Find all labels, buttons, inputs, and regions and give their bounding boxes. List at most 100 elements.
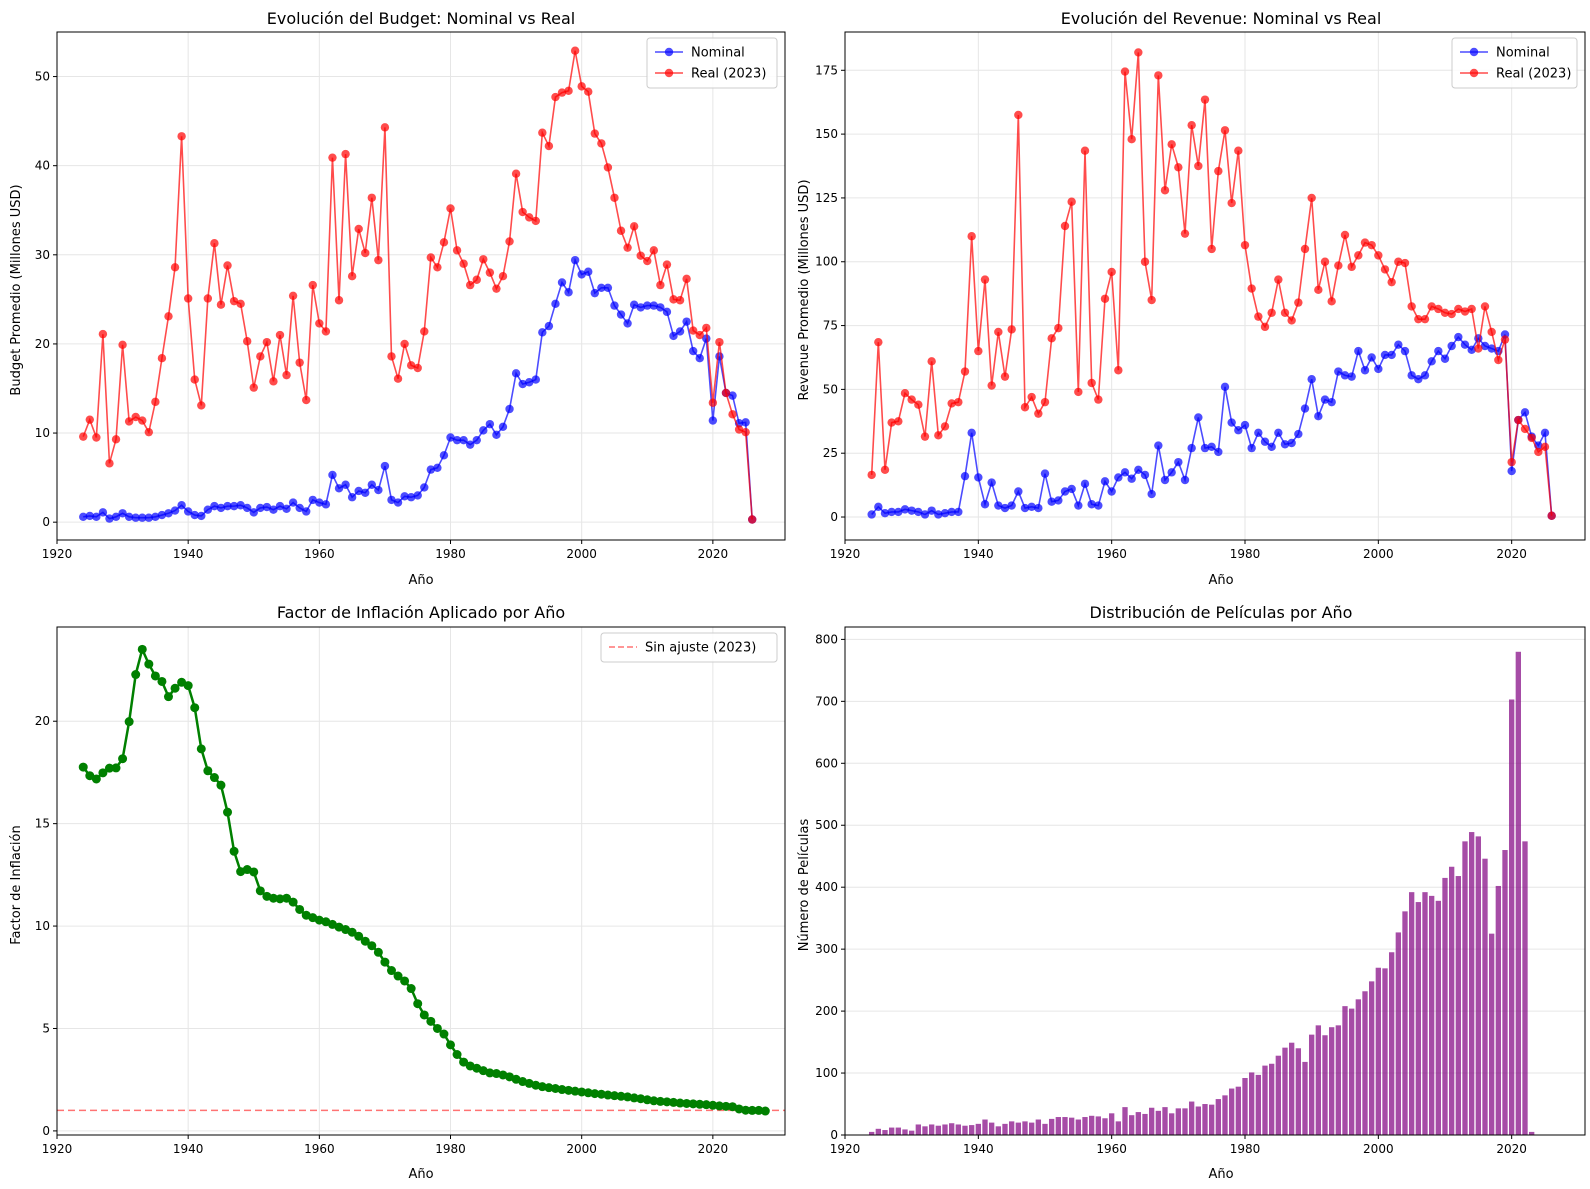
data-point [1267,308,1276,318]
data-point [360,936,370,946]
bar [1229,1088,1235,1135]
data-point [157,676,167,686]
data-point [748,515,757,524]
data-point [433,263,442,272]
data-point [675,1098,685,1108]
data-point [570,1086,580,1096]
data-point [1227,198,1236,208]
legend-box [1451,37,1578,89]
bar [1275,1055,1281,1135]
data-point [170,683,180,693]
data-point [880,465,890,474]
bar [1475,836,1481,1135]
data-point [1407,302,1416,311]
data-point [1234,146,1243,155]
data-point [610,301,619,310]
bar [909,1130,915,1135]
data-point [1120,67,1130,76]
data-point [288,498,298,507]
data-point [1094,395,1103,404]
data-point [144,427,154,437]
budget-chart-panel: Evolución del Budget: Nominal vs Real Añ… [9,9,786,588]
data-point [1327,297,1336,306]
data-point [1394,257,1403,266]
data-point [590,129,600,138]
legend-marker [664,47,674,57]
data-point [164,509,173,518]
data-point [163,692,173,702]
legend-label: Nominal [1496,46,1550,61]
data-point [79,512,88,522]
bar [1122,1107,1128,1135]
bar [1035,1119,1041,1135]
data-point [577,82,586,91]
data-point [754,1105,764,1115]
data-point [406,984,416,994]
data-point [420,483,429,492]
data-point [1180,229,1190,238]
data-point [1467,304,1476,314]
data-point [302,507,311,516]
data-point [406,493,416,502]
data-point [354,224,363,234]
bar [1075,1119,1081,1135]
data-point [914,507,923,517]
data-point [380,123,390,132]
data-point [1047,497,1056,506]
x-tick-label: 1940 [963,1142,994,1156]
data-point [1534,447,1543,457]
data-point [557,278,567,287]
data-point [1047,334,1056,343]
data-point [275,330,285,340]
data-point [708,398,718,407]
data-point [295,503,304,513]
data-point [610,193,619,202]
data-point [894,507,903,517]
data-point [347,493,357,502]
x-tick-label: 1940 [173,1142,204,1156]
data-point [1460,307,1470,316]
bar [1409,892,1415,1135]
data-point [1147,295,1156,305]
data-point [570,46,580,55]
data-point [406,361,416,370]
data-point [452,1049,462,1059]
data-point [223,261,232,270]
legend-box [600,632,778,663]
data-point [1507,466,1516,476]
data-point [1527,433,1536,443]
data-point [1174,457,1183,467]
x-tick-label: 1980 [435,547,466,561]
data-point [157,510,167,520]
data-point [702,323,711,333]
bar [1402,911,1408,1135]
data-point [954,507,963,517]
series-line [82,50,754,520]
data-point [459,259,468,268]
data-point [590,1089,600,1099]
bar [1115,1121,1121,1135]
data-point [91,774,101,784]
data-point [874,337,883,347]
data-point [1020,403,1030,412]
bar [1255,1074,1261,1135]
data-point [288,897,298,907]
data-point [485,268,495,277]
data-point [295,358,304,367]
data-point [472,435,481,445]
bar [955,1124,961,1135]
data-point [974,346,983,356]
data-point [1347,372,1356,381]
data-point [603,1090,613,1100]
x-tick-label: 2020 [698,1142,729,1156]
data-point [544,321,554,331]
data-point [334,296,344,305]
data-point [373,947,383,957]
data-point [118,340,127,350]
grid [844,32,1585,540]
data-point [124,717,134,727]
legend-label: Nominal [691,46,745,61]
data-point [1114,366,1123,375]
x-tick-label: 1920 [42,547,73,561]
data-point [1360,366,1370,375]
